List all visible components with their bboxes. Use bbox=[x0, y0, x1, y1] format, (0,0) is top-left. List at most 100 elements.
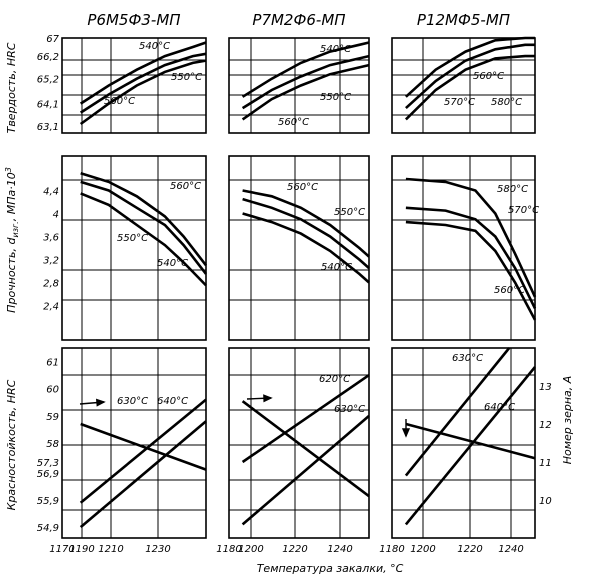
y-tick-label: 64,1 bbox=[37, 100, 59, 111]
y-tick-label: 2,4 bbox=[43, 302, 59, 313]
series-line bbox=[405, 36, 535, 98]
series-label: 630°C bbox=[452, 353, 483, 364]
panel-grid bbox=[61, 38, 206, 133]
y-tick-label: 57,3 bbox=[37, 458, 59, 469]
series-line bbox=[405, 206, 537, 309]
series-label: 630°C bbox=[117, 396, 148, 407]
series-line bbox=[80, 180, 208, 275]
panel-grid bbox=[228, 38, 369, 133]
y-tick-label: 60 bbox=[46, 385, 59, 396]
y2-tick-label: 13 bbox=[539, 382, 552, 393]
series-label: 550°C bbox=[117, 233, 148, 244]
series-label: 550°C bbox=[320, 92, 351, 103]
y-tick-label: 2,8 bbox=[43, 279, 59, 290]
y-axis-label-strength: Прочность, dизг., МПа·103 bbox=[4, 167, 20, 313]
series-line bbox=[79, 59, 207, 126]
series-label: 540°C bbox=[321, 262, 352, 273]
y-tick-label: 58 bbox=[46, 439, 59, 450]
y2-tick-label: 12 bbox=[539, 420, 552, 431]
y-tick-label: 4,4 bbox=[43, 187, 59, 198]
series-line bbox=[404, 366, 537, 526]
series-label: 560°C bbox=[104, 96, 135, 107]
panel-frame bbox=[61, 37, 207, 134]
y-axis-label-hardness: Твердость, HRC bbox=[5, 42, 18, 133]
x-tick-label: 1190 bbox=[69, 544, 94, 555]
series-line bbox=[242, 189, 370, 258]
y-tick-label: 56,9 bbox=[37, 469, 59, 480]
panel-title: Р6М5Ф3-МП bbox=[87, 11, 180, 29]
series-label: 550°C bbox=[334, 207, 365, 218]
y-tick-label: 65,2 bbox=[37, 75, 59, 86]
panel-frame bbox=[228, 347, 370, 539]
y2-tick-label: 11 bbox=[539, 458, 552, 469]
x-tick-label: 1210 bbox=[98, 544, 123, 555]
series-line bbox=[241, 63, 370, 121]
grain-size-line bbox=[405, 422, 536, 460]
series-label: 560°C bbox=[170, 181, 201, 192]
panel-title: Р7М2Ф6-МП bbox=[252, 11, 345, 29]
series-line bbox=[405, 177, 537, 298]
series-label: 550°C bbox=[171, 72, 202, 83]
series-line bbox=[80, 192, 207, 287]
x-tick-label: 1220 bbox=[282, 544, 307, 555]
x-tick-label: 1180 bbox=[379, 544, 404, 555]
x-axis-label: Температура закалки, °C bbox=[257, 562, 404, 575]
y2-tick-label: 10 bbox=[539, 496, 552, 507]
series-line bbox=[79, 52, 207, 114]
series-line bbox=[79, 398, 207, 504]
x-tick-label: 1180 bbox=[216, 544, 241, 555]
series-line bbox=[404, 347, 511, 477]
arrow-head bbox=[263, 394, 273, 403]
series-line bbox=[79, 420, 207, 529]
series-line bbox=[405, 220, 537, 321]
panel-frame bbox=[391, 347, 536, 539]
series-label: 630°C bbox=[334, 404, 365, 415]
series-line bbox=[79, 41, 207, 105]
y-tick-label: 4 bbox=[53, 210, 59, 221]
x-tick-label: 1220 bbox=[457, 544, 482, 555]
series-label: 540°C bbox=[157, 258, 188, 269]
y-tick-label: 61 bbox=[46, 358, 59, 369]
series-line bbox=[405, 43, 535, 110]
y-tick-label: 55,9 bbox=[37, 496, 59, 507]
x-tick-label: 1170 bbox=[49, 544, 74, 555]
series-label: 560°C bbox=[278, 117, 309, 128]
panel-frame bbox=[61, 347, 207, 539]
y-tick-label: 59 bbox=[46, 412, 59, 423]
x-tick-label: 1200 bbox=[238, 544, 263, 555]
series-label: 540°C bbox=[139, 41, 170, 52]
panel-title: Р12МФ5-МП bbox=[417, 11, 510, 29]
series-label: 640°C bbox=[157, 396, 188, 407]
panel-frame bbox=[228, 37, 370, 134]
x-tick-label: 1240 bbox=[498, 544, 523, 555]
series-line bbox=[241, 414, 370, 526]
y-tick-label: 67 bbox=[46, 34, 59, 45]
y-tick-label: 66,2 bbox=[37, 52, 59, 63]
series-label: 570°C bbox=[444, 97, 475, 108]
y-tick-label: 3,6 bbox=[43, 233, 59, 244]
series-line bbox=[80, 171, 208, 267]
panel-frame bbox=[61, 155, 207, 341]
series-line bbox=[242, 197, 370, 270]
series-line bbox=[242, 212, 370, 284]
arrow-head bbox=[401, 428, 411, 438]
x-tick-label: 1200 bbox=[410, 544, 435, 555]
y-axis-label-red-hardness: Красностойкость, HRC bbox=[5, 379, 18, 510]
panel-grid bbox=[391, 348, 535, 538]
series-label: 560°C bbox=[494, 285, 525, 296]
series-label: 580°C bbox=[497, 184, 528, 195]
y-tick-label: 3,2 bbox=[43, 256, 59, 267]
series-label: 560°C bbox=[287, 182, 318, 193]
series-label: 580°C bbox=[491, 97, 522, 108]
grain-size-line bbox=[80, 422, 207, 471]
panel-frame bbox=[391, 155, 536, 341]
arrow-head bbox=[95, 398, 106, 407]
x-tick-label: 1230 bbox=[145, 544, 170, 555]
series-label: 570°C bbox=[508, 205, 539, 216]
series-line bbox=[241, 54, 370, 110]
y-tick-label: 63,1 bbox=[37, 122, 59, 133]
series-label: 640°C bbox=[484, 402, 515, 413]
series-label: 620°C bbox=[319, 374, 350, 385]
y2-axis-label-grain: Номер зерна, А bbox=[561, 376, 574, 465]
